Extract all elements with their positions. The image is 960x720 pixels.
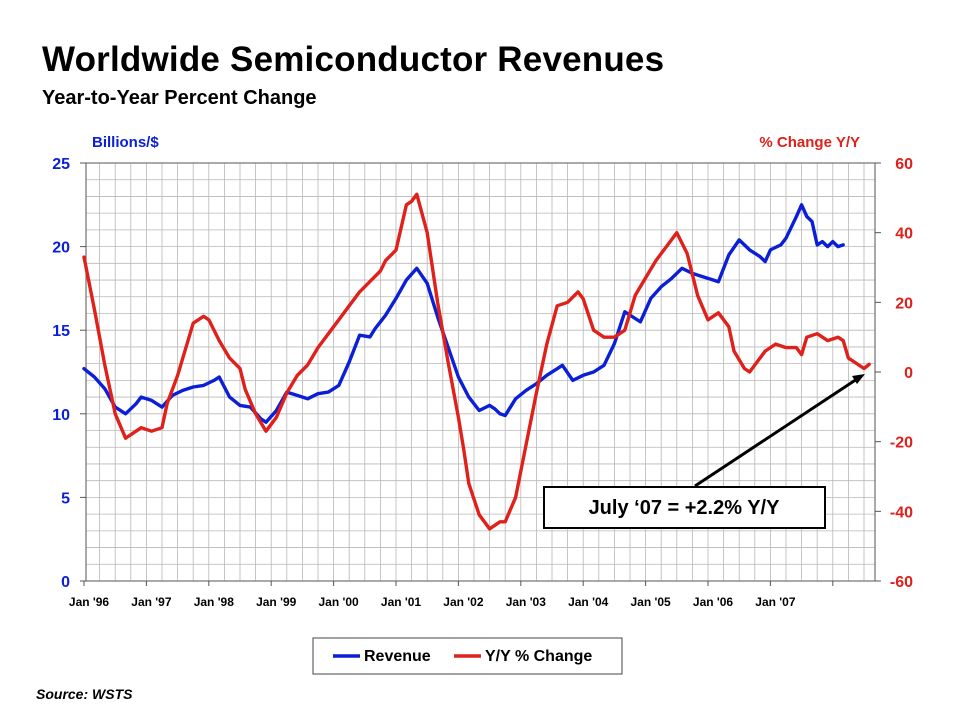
legend-label-revenue: Revenue (364, 648, 431, 665)
annotation-box (543, 486, 826, 529)
x-tick-label: Jan '97 (131, 595, 172, 609)
annotation-arrow-line (694, 377, 858, 488)
left-tick-label: 15 (52, 323, 70, 340)
right-tick-label: 40 (895, 226, 913, 243)
right-axis-tick-labels: -60 -40 -20 0 20 40 60 (890, 156, 913, 591)
left-axis-tick-labels: 0 5 10 15 20 25 (52, 156, 70, 591)
source-note: Source: WSTS (36, 686, 133, 702)
x-tick-label: Jan '02 (443, 595, 484, 609)
left-tick-label: 25 (52, 156, 70, 173)
yoy-change-series-line (82, 192, 871, 531)
x-tick-label: Jan '00 (318, 595, 359, 609)
x-axis-tick-labels: Jan '96 Jan '97 Jan '98 Jan '99 Jan '00 … (69, 595, 796, 609)
annotation-arrowhead (852, 374, 865, 384)
right-tick-label: -40 (890, 504, 913, 521)
right-tick-label: -20 (890, 435, 913, 452)
chart-title: Worldwide Semiconductor Revenues (42, 40, 665, 79)
legend-label-change: Y/Y % Change (485, 648, 592, 665)
x-tick-label: Jan '96 (69, 595, 110, 609)
right-tick-label: 60 (895, 156, 913, 173)
legend: Revenue Y/Y % Change (312, 637, 623, 675)
x-tick-label: Jan '98 (194, 595, 235, 609)
left-tick-label: 0 (61, 574, 70, 591)
annotation-text: July ‘07 = +2.2% Y/Y (589, 497, 781, 519)
x-tick-label: Jan '05 (630, 595, 671, 609)
right-axis-label: % Change Y/Y (759, 134, 860, 151)
gridlines (86, 163, 875, 581)
right-tick-label: 0 (904, 365, 913, 382)
axis-ticks (80, 162, 881, 586)
x-tick-label: Jan '07 (755, 595, 796, 609)
x-tick-label: Jan '99 (256, 595, 297, 609)
x-tick-label: Jan '04 (568, 595, 609, 609)
left-tick-label: 10 (52, 407, 70, 424)
right-tick-label: 20 (895, 295, 913, 312)
x-tick-label: Jan '03 (506, 595, 547, 609)
x-tick-label: Jan '01 (381, 595, 422, 609)
revenue-series-line (82, 203, 845, 424)
annotation: July ‘07 = +2.2% Y/Y (543, 374, 865, 529)
x-tick-label: Jan '06 (693, 595, 734, 609)
chart-subtitle: Year-to-Year Percent Change (42, 87, 317, 109)
right-tick-label: -60 (890, 574, 913, 591)
left-tick-label: 20 (52, 240, 70, 257)
left-axis-label: Billions/$ (92, 134, 159, 151)
left-tick-label: 5 (61, 490, 70, 507)
